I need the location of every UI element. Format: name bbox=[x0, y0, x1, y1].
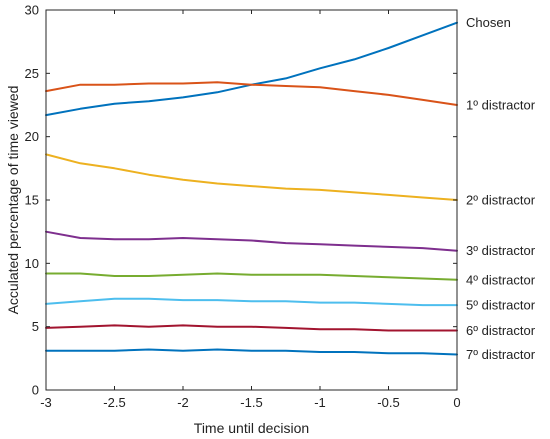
series-line-7 bbox=[45, 324, 458, 332]
y-tick-label: 15 bbox=[25, 193, 39, 208]
y-axis-title: Acculated percentage of time viewed bbox=[5, 86, 21, 315]
series-label-8: 7º distractor bbox=[466, 347, 536, 362]
series-label-6: 5º distractor bbox=[466, 298, 536, 313]
y-tick-label: 0 bbox=[32, 383, 39, 398]
y-tick-label: 20 bbox=[25, 129, 39, 144]
series-line-3 bbox=[45, 153, 458, 201]
y-axis: 0 5 10 15 20 25 30 bbox=[25, 3, 457, 398]
x-tick-label: -1.5 bbox=[240, 395, 262, 410]
series-line-8 bbox=[45, 348, 458, 356]
y-tick-label: 30 bbox=[25, 3, 39, 18]
x-tick-label: -1 bbox=[314, 395, 326, 410]
series-label-4: 3º distractor bbox=[466, 243, 536, 258]
series-label-7: 6º distractor bbox=[466, 323, 536, 338]
series-layer bbox=[45, 21, 458, 356]
series-line-4 bbox=[45, 230, 458, 252]
y-tick-label: 10 bbox=[25, 256, 39, 271]
series-line-5 bbox=[45, 272, 458, 281]
y-tick-label: 5 bbox=[32, 319, 39, 334]
plot-area bbox=[46, 10, 457, 390]
series-label-5: 4º distractor bbox=[466, 272, 536, 287]
x-tick-label: -2 bbox=[177, 395, 189, 410]
x-axis: -3 -2.5 -2 -1.5 -1 -0.5 0 bbox=[40, 10, 461, 410]
series-label-2: 1º distractor bbox=[466, 98, 536, 113]
x-tick-label: -0.5 bbox=[377, 395, 399, 410]
series-label-1: Chosen bbox=[466, 15, 511, 30]
series-line-6 bbox=[45, 297, 458, 307]
x-tick-label: -2.5 bbox=[103, 395, 125, 410]
series-line-2 bbox=[45, 81, 458, 106]
series-labels: Chosen 1º distractor 2º distractor 3º distr… bbox=[466, 15, 536, 362]
series-label-3: 2º distractor bbox=[466, 193, 536, 208]
x-axis-title: Time until decision bbox=[194, 420, 309, 436]
y-tick-label: 25 bbox=[25, 66, 39, 81]
x-tick-label: 0 bbox=[453, 395, 460, 410]
x-tick-label: -3 bbox=[40, 395, 52, 410]
